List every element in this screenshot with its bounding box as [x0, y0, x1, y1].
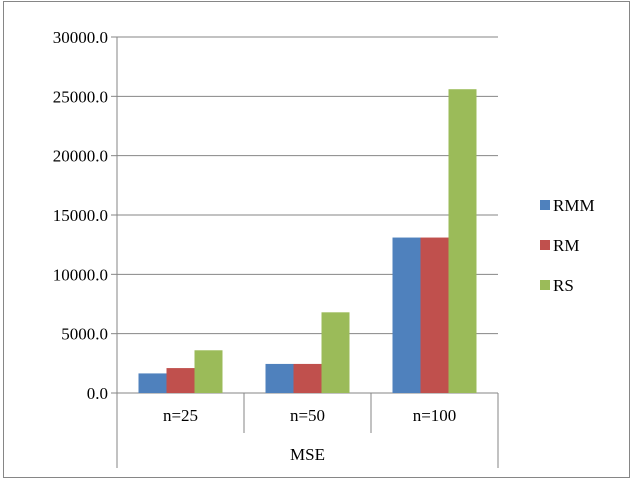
- bar-rs-n25: [194, 350, 223, 393]
- y-tick-label: 30000.0: [53, 28, 108, 47]
- legend-label-rm: RM: [553, 236, 579, 255]
- bar-rmm-n50: [265, 363, 294, 393]
- bar-rmm-n100: [392, 237, 421, 393]
- bar-rs-n100: [448, 89, 477, 394]
- y-tick-label: 20000.0: [53, 147, 108, 166]
- bar-rm-n25: [166, 368, 195, 393]
- x-category-label: n=100: [413, 406, 457, 425]
- y-tick-label: 10000.0: [53, 265, 108, 284]
- x-category-label: n=25: [163, 406, 198, 425]
- legend-label-rmm: RMM: [553, 196, 595, 215]
- bar-chart: 0.0 5000.0 10000.0 15000.0 20000.0 25000.0 300…: [53, 28, 595, 468]
- y-tick-label: 25000.0: [53, 87, 108, 106]
- legend-swatch-rs: [540, 280, 550, 290]
- chart-frame: 0.0 5000.0 10000.0 15000.0 20000.0 25000.0 300…: [3, 1, 630, 478]
- legend-swatch-rmm: [540, 200, 550, 210]
- bar-rmm-n25: [138, 373, 167, 393]
- bar-rm-n100: [420, 237, 449, 393]
- x-category-label: n=50: [290, 406, 325, 425]
- y-tick-label: 5000.0: [61, 325, 108, 344]
- x-group-label: MSE: [290, 445, 325, 464]
- legend-swatch-rm: [540, 240, 550, 250]
- y-tick-label: 15000.0: [53, 206, 108, 225]
- bar-rm-n50: [293, 363, 322, 393]
- bar-rs-n50: [321, 312, 350, 393]
- y-tick-label: 0.0: [87, 384, 108, 403]
- legend-label-rs: RS: [553, 276, 574, 295]
